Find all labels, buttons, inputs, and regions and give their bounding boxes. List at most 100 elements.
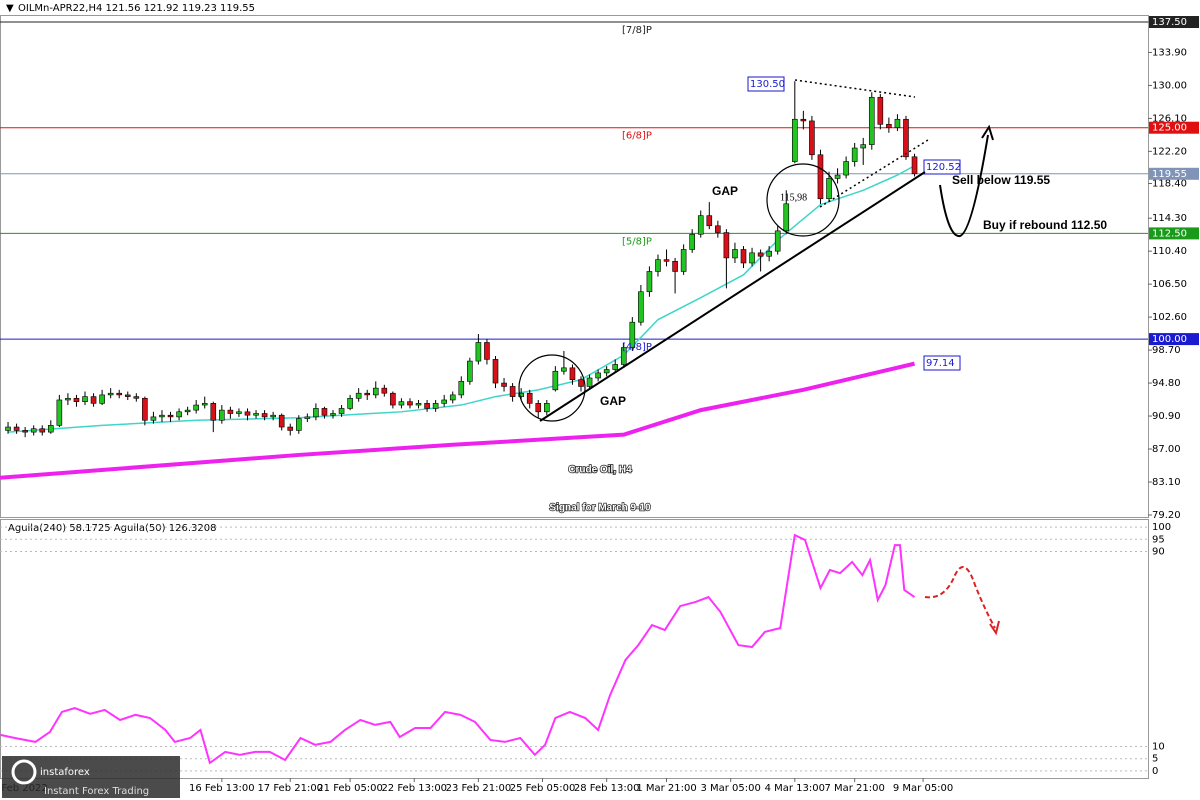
candle-body bbox=[800, 118, 807, 122]
candle-body bbox=[535, 403, 542, 413]
price-marker bbox=[1149, 227, 1199, 240]
x-tick-label: 28 Feb 13:00 bbox=[574, 783, 640, 794]
y-tick-label: 110.40 bbox=[1152, 246, 1187, 257]
candle-body bbox=[372, 387, 379, 396]
price-marker-label: 112.50 bbox=[1152, 228, 1187, 239]
candle-body bbox=[595, 372, 601, 379]
candle-body bbox=[398, 401, 405, 406]
forecast-arrow bbox=[939, 134, 989, 237]
callout-box bbox=[923, 159, 961, 175]
candle-body bbox=[415, 403, 422, 406]
candle-body bbox=[82, 396, 88, 402]
candle-body bbox=[766, 250, 772, 257]
candle-body bbox=[475, 342, 482, 362]
candle-body bbox=[253, 413, 259, 416]
moving-average bbox=[0, 361, 915, 480]
callout-label: 97.14 bbox=[926, 358, 955, 369]
x-tick-label: 1 Mar 21:00 bbox=[636, 783, 696, 794]
candle-body bbox=[638, 291, 644, 323]
candle-body bbox=[518, 392, 524, 397]
candle-body bbox=[193, 404, 199, 411]
candle-body bbox=[321, 408, 328, 416]
y-tick-label: 94.80 bbox=[1152, 378, 1181, 389]
level-tag: [4/8]P bbox=[622, 342, 652, 353]
candle-body bbox=[689, 233, 695, 250]
candle-body bbox=[501, 382, 507, 387]
candle-body bbox=[167, 414, 174, 418]
candle-body bbox=[30, 428, 37, 433]
candle-body bbox=[99, 394, 105, 404]
x-tick-label: 9 Mar 05:00 bbox=[893, 783, 953, 794]
upper-wedge-line bbox=[794, 79, 916, 98]
candle-body bbox=[244, 411, 251, 416]
candle-body bbox=[672, 261, 678, 272]
y-tick-label: 87.00 bbox=[1152, 444, 1181, 455]
candle-body bbox=[304, 416, 311, 419]
candle-body bbox=[620, 347, 627, 365]
candle-body bbox=[860, 144, 867, 149]
symbol-info: OILMn-APR22,H4 121.56 121.92 119.23 119.… bbox=[18, 3, 255, 14]
price-marker bbox=[1149, 121, 1199, 134]
callout-box bbox=[923, 355, 961, 371]
candle-body bbox=[749, 252, 755, 264]
price-marker-label: 125.00 bbox=[1152, 123, 1187, 134]
candle-body bbox=[142, 397, 148, 421]
candle-body bbox=[723, 232, 730, 259]
y-tick-label: 126.10 bbox=[1152, 113, 1187, 124]
candle-body bbox=[65, 397, 71, 401]
callout-label: 115,98 bbox=[780, 192, 807, 203]
y-tick-label: 118.40 bbox=[1152, 179, 1187, 190]
candle-body bbox=[56, 399, 63, 426]
candle-body bbox=[364, 392, 371, 396]
y-tick-label: 130.00 bbox=[1152, 80, 1187, 91]
candle-body bbox=[663, 259, 670, 262]
x-tick-label: 4 Mar 13:00 bbox=[765, 783, 825, 794]
y-tick-label: 102.60 bbox=[1152, 312, 1187, 323]
candle-body bbox=[467, 360, 473, 382]
y-tick-label: 90.90 bbox=[1152, 411, 1181, 422]
candle-body bbox=[715, 225, 721, 233]
candle-body bbox=[757, 252, 764, 257]
candle-body bbox=[313, 408, 319, 418]
candle-body bbox=[740, 249, 747, 264]
candle-body bbox=[449, 394, 456, 401]
candle-body bbox=[826, 178, 832, 200]
candle-body bbox=[646, 271, 653, 293]
candle-body bbox=[834, 174, 841, 179]
candle-body bbox=[706, 215, 713, 227]
lower-wedge-line bbox=[819, 139, 929, 208]
candle-body bbox=[390, 392, 396, 406]
annotation: GAP bbox=[600, 394, 626, 408]
level-tag: [5/8]P bbox=[622, 236, 652, 247]
y-tick-label: 83.10 bbox=[1152, 477, 1181, 488]
oscillator-pane bbox=[0, 519, 1149, 779]
price-marker-label: 119.55 bbox=[1152, 169, 1187, 180]
candle-body bbox=[355, 392, 362, 399]
callout-box bbox=[747, 76, 785, 92]
y-tick-label: 0 bbox=[1152, 766, 1158, 777]
candle-body bbox=[552, 370, 559, 391]
candle-body bbox=[809, 120, 815, 156]
candle-body bbox=[792, 118, 798, 162]
oscillator-line bbox=[0, 533, 916, 765]
candle-body bbox=[184, 409, 191, 413]
candle-body bbox=[330, 413, 336, 416]
price-marker bbox=[1149, 333, 1199, 346]
candle-body bbox=[484, 342, 490, 360]
x-tick-label: 21 Feb 05:00 bbox=[317, 783, 383, 794]
annotation: Buy if rebound 112.50 bbox=[983, 218, 1107, 232]
candle-body bbox=[877, 96, 884, 125]
drawings: instaforex Instant Forex Trading bbox=[2, 79, 1000, 798]
chart-subtitle: Signal for March 9-10 bbox=[549, 503, 651, 514]
x-tick-label: 22 Feb 13:00 bbox=[381, 783, 447, 794]
candle-body bbox=[851, 147, 858, 162]
candle-body bbox=[569, 367, 576, 380]
chart-title: Crude Oil, H4 bbox=[568, 465, 632, 476]
candle-body bbox=[603, 369, 610, 374]
x-tick-label: 23 Feb 21:00 bbox=[446, 783, 512, 794]
candle-body bbox=[39, 428, 46, 433]
price-marker bbox=[1149, 16, 1199, 29]
gap-circle bbox=[518, 354, 586, 422]
candle-body bbox=[261, 413, 268, 418]
